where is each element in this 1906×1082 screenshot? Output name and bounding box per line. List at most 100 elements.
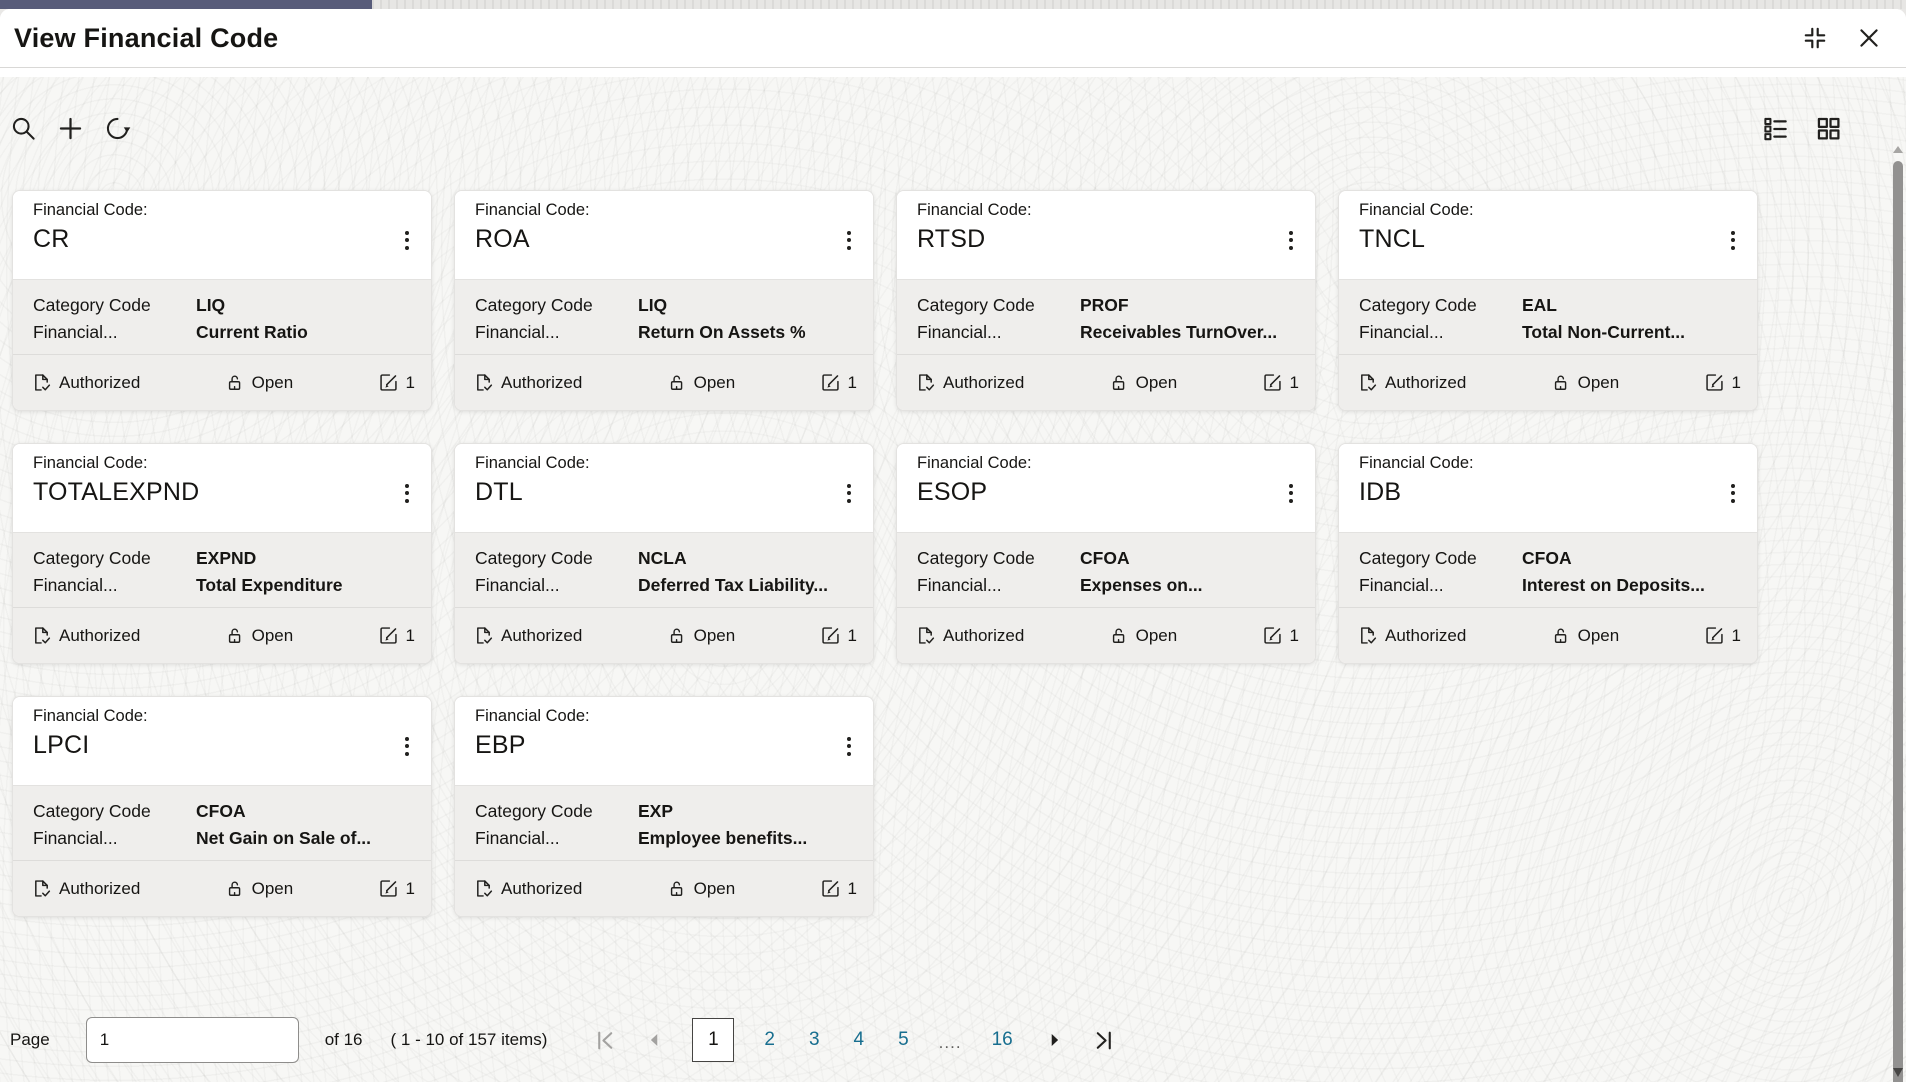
financial-code-card[interactable]: Financial Code: LPCI Category Code Finan… (12, 696, 432, 917)
items-range-label: ( 1 - 10 of 157 items) (390, 1030, 548, 1049)
edit-count-value: 1 (1731, 372, 1741, 392)
card-menu-button[interactable] (1281, 225, 1301, 256)
financial-code-value: DTL (475, 478, 523, 506)
edit-count-value: 1 (405, 625, 415, 645)
scrollbar-up-arrow[interactable] (1893, 146, 1903, 153)
edit-count-value: 1 (847, 878, 857, 898)
page-input[interactable] (85, 1017, 299, 1063)
financial-code-card[interactable]: Financial Code: ESOP Category Code Finan… (896, 443, 1316, 664)
financial-code-card[interactable]: Financial Code: TOTALEXPND Category Code… (12, 443, 432, 664)
collapse-icon (1804, 27, 1826, 49)
category-code-value: EXP (638, 801, 674, 821)
financial-code-card[interactable]: Financial Code: CR Category Code Financi… (12, 190, 432, 411)
authorization-status-label: Authorized (501, 625, 583, 645)
previous-page-button[interactable] (644, 1029, 666, 1051)
current-page[interactable]: 1 (692, 1018, 735, 1062)
authorization-status: Authorized (1357, 625, 1466, 646)
category-code-label: Category Code (475, 548, 593, 568)
unlock-icon (228, 881, 240, 896)
grid-view-button[interactable] (1813, 113, 1844, 144)
financial-truncated-label: Financial... (475, 828, 560, 848)
edit-icon (1705, 627, 1723, 644)
financial-code-card[interactable]: Financial Code: ROA Category Code Financ… (454, 190, 874, 411)
card-menu-button[interactable] (397, 731, 417, 762)
authorized-icon (35, 627, 51, 644)
card-details: Category Code Financial... CFOA Interest… (1339, 532, 1757, 607)
unlock-icon (670, 881, 682, 896)
unlock-icon (1554, 375, 1566, 390)
search-button[interactable] (8, 113, 39, 144)
record-state: Open (1551, 372, 1620, 393)
top-strip-background (372, 0, 1906, 9)
financial-code-card[interactable]: Financial Code: RTSD Category Code Finan… (896, 190, 1316, 411)
last-page-button[interactable] (1091, 1028, 1116, 1053)
edit-count: 1 (820, 625, 857, 646)
card-menu-button[interactable] (1281, 478, 1301, 509)
authorization-status: Authorized (1357, 372, 1466, 393)
category-code-value: EXPND (196, 548, 257, 568)
authorized-icon (35, 880, 51, 897)
unlock-icon (670, 375, 682, 390)
page-ellipsis: .... (938, 1033, 962, 1052)
record-state: Open (667, 373, 735, 393)
last-page-icon (1096, 1031, 1111, 1049)
card-menu-button[interactable] (839, 478, 859, 509)
edit-icon (1705, 374, 1723, 391)
card-status-bar: Authorized Open 1 (13, 607, 431, 663)
card-status-bar: Authorized Open 1 (897, 354, 1315, 410)
unlock-icon (1554, 628, 1566, 643)
refresh-button[interactable] (102, 113, 133, 144)
scrollbar-thumb[interactable] (1893, 161, 1903, 1082)
card-details: Category Code Financial... NCLA Deferred… (455, 532, 873, 607)
card-menu-button[interactable] (1723, 478, 1743, 509)
edit-icon (821, 374, 839, 391)
authorized-icon (919, 627, 935, 644)
authorization-status: Authorized (473, 878, 582, 899)
list-view-button[interactable] (1760, 113, 1791, 144)
edit-count: 1 (378, 625, 415, 646)
page-link-3[interactable]: 3 (808, 1029, 820, 1050)
scrollbar-down-arrow[interactable] (1893, 1068, 1903, 1077)
financial-code-label: Financial Code: (917, 201, 1032, 219)
next-page-icon (1051, 1034, 1058, 1046)
record-state-label: Open (251, 625, 294, 645)
card-header: Financial Code: ROA (455, 191, 873, 279)
financial-code-card[interactable]: Financial Code: TNCL Category Code Finan… (1338, 190, 1758, 411)
card-menu-button[interactable] (839, 225, 859, 256)
financial-code-label: Financial Code: (33, 454, 148, 472)
first-page-button[interactable] (593, 1028, 618, 1053)
record-state-label: Open (1577, 372, 1620, 392)
category-code-value: CFOA (1522, 548, 1572, 568)
financial-code-card[interactable]: Financial Code: IDB Category Code Financ… (1338, 443, 1758, 664)
card-header: Financial Code: RTSD (897, 191, 1315, 279)
close-button[interactable] (1854, 23, 1884, 53)
collapse-button[interactable] (1800, 23, 1830, 53)
add-button[interactable] (55, 113, 86, 144)
financial-code-card[interactable]: Financial Code: DTL Category Code Financ… (454, 443, 874, 664)
page-link-5[interactable]: 5 (898, 1029, 909, 1050)
card-details: Category Code Financial... EXPND Total E… (13, 532, 431, 607)
financial-code-value: TNCL (1359, 225, 1426, 253)
page-link-last[interactable]: 16 (991, 1029, 1013, 1050)
record-state-label: Open (251, 878, 294, 898)
edit-icon (821, 627, 839, 644)
edit-icon (1263, 374, 1281, 391)
page-label: Page (10, 1030, 50, 1049)
edit-count-value: 1 (847, 372, 857, 392)
category-code-label: Category Code (33, 548, 151, 568)
financial-code-card[interactable]: Financial Code: EBP Category Code Financ… (454, 696, 874, 917)
unlock-icon (1112, 375, 1124, 390)
category-code-label: Category Code (33, 295, 151, 315)
unlock-icon (670, 628, 682, 643)
next-page-button[interactable] (1043, 1029, 1065, 1051)
record-state-label: Open (1135, 372, 1178, 392)
page-link-2[interactable]: 2 (764, 1029, 775, 1050)
card-menu-button[interactable] (397, 478, 417, 509)
card-menu-button[interactable] (1723, 225, 1743, 256)
record-state: Open (667, 879, 735, 899)
card-menu-button[interactable] (397, 225, 417, 256)
card-menu-button[interactable] (839, 731, 859, 762)
record-state: Open (225, 373, 293, 393)
edit-count-value: 1 (1289, 625, 1299, 645)
page-link-4[interactable]: 4 (853, 1029, 865, 1050)
